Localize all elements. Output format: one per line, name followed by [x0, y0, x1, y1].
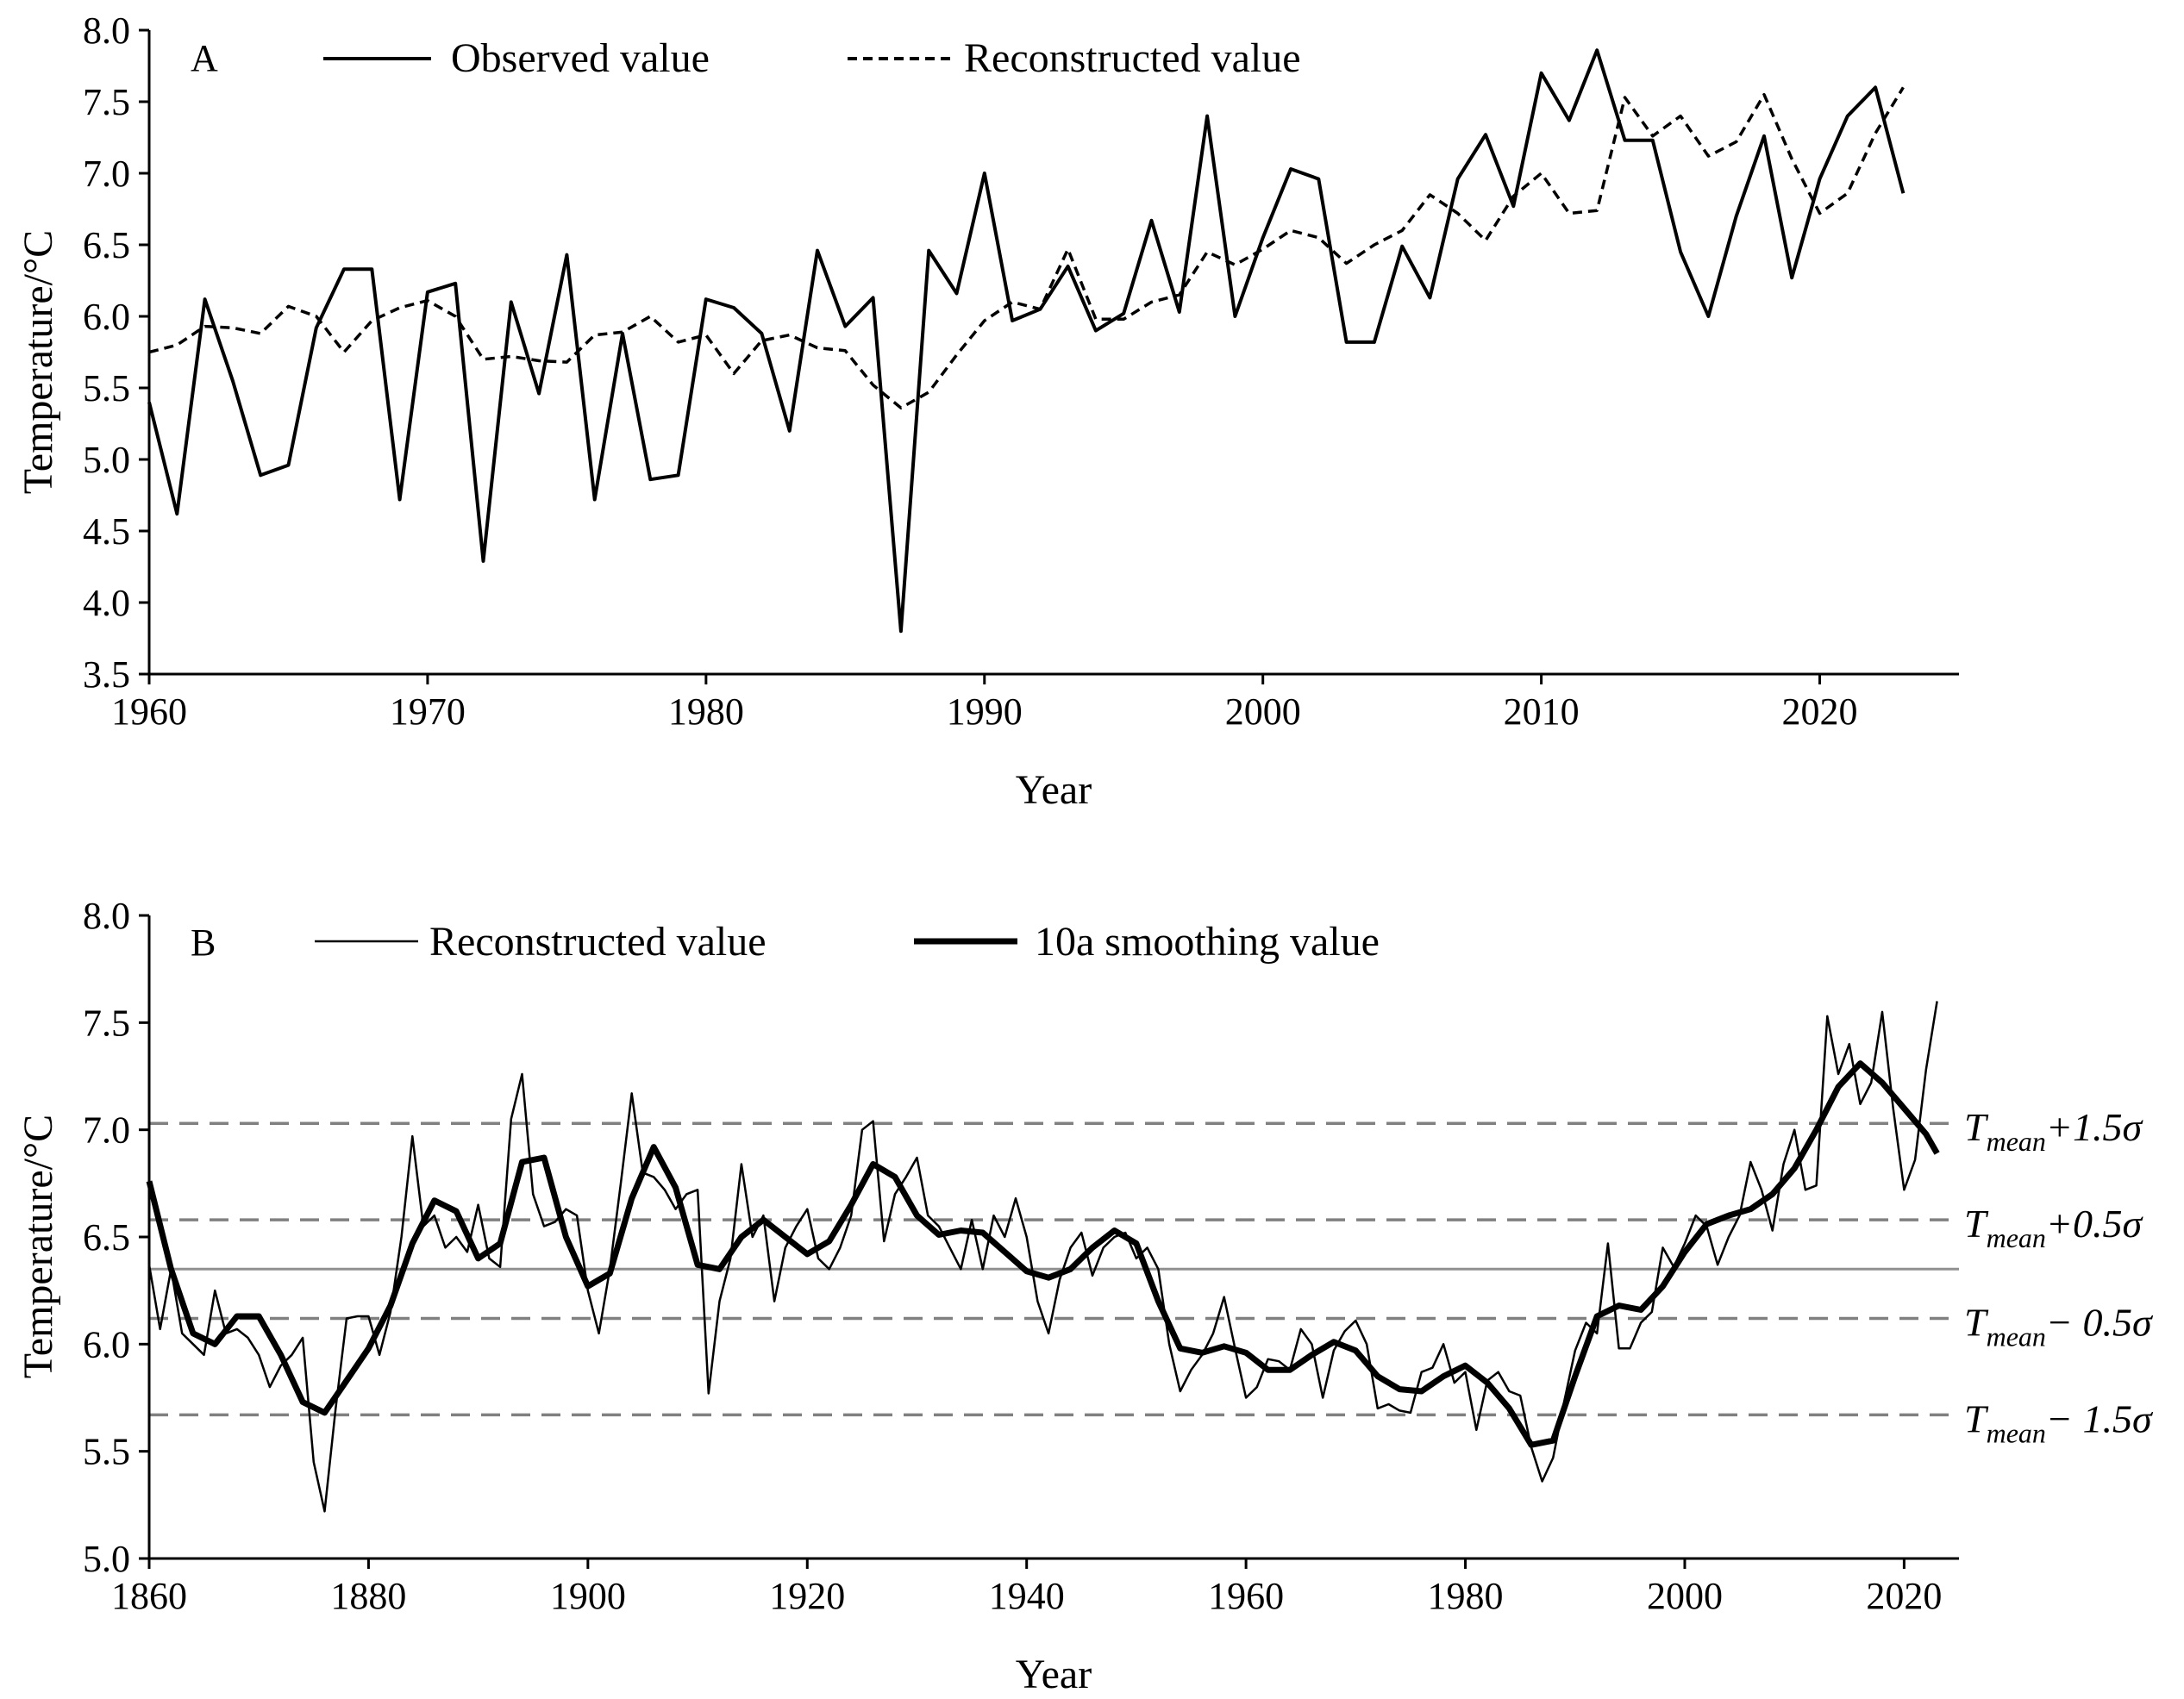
- panel-b-label: B: [191, 921, 216, 964]
- legend-smoothing-label: 10a smoothing value: [1035, 919, 1380, 965]
- panel-a-series: [147, 48, 1906, 634]
- y-tick-label: 4.5: [83, 510, 130, 553]
- reference-label-suffix: − 0.5σ: [2046, 1300, 2154, 1344]
- series-line-reconstructed-value: [147, 1001, 1938, 1513]
- reference-label-sub: mean: [1987, 1222, 2046, 1253]
- y-tick-label: 7.0: [83, 153, 130, 195]
- x-tick-label: 1980: [1428, 1575, 1504, 1617]
- reference-label-suffix: − 1.5σ: [2046, 1396, 2154, 1440]
- reference-label-sub: mean: [1987, 1321, 2046, 1352]
- reference-line-label: Tmean+0.5σ: [1964, 1202, 2143, 1253]
- panel-a: 3.5 4.0 4.5 5.0 5.5 6.0 6.5 7.0 7.5 8.0 1960 1970 19…: [16, 9, 1959, 813]
- legend-observed-label: Observed value: [451, 35, 710, 81]
- x-tick-label: 1880: [330, 1575, 406, 1617]
- y-tick-label: 6.0: [83, 296, 130, 338]
- panel-a-axes: [147, 30, 1959, 676]
- panel-a-y-axis-title: Temperature/°C: [16, 230, 61, 494]
- x-tick-label: 2000: [1225, 690, 1301, 733]
- reference-label-base: T: [1964, 1202, 1989, 1246]
- panel-a-ticks: 3.5 4.0 4.5 5.0 5.5 6.0 6.5 7.0 7.5 8.0 1960 1970 19…: [83, 9, 1858, 733]
- series-line-reconstructed-value: [148, 86, 1905, 409]
- x-tick-label: 1970: [390, 690, 466, 733]
- series-line-observed-value: [147, 48, 1906, 634]
- panel-b-reference-lines: [149, 1121, 1959, 1417]
- x-tick-label: 1990: [947, 690, 1023, 733]
- panel-a-x-axis-title: Year: [1016, 767, 1092, 813]
- x-tick-label: 1900: [550, 1575, 626, 1617]
- x-tick-label: 2010: [1504, 690, 1580, 733]
- legend-reconstructed-label: Reconstructed value: [964, 35, 1301, 81]
- y-tick-label: 7.0: [83, 1109, 130, 1152]
- panel-a-label: A: [191, 37, 218, 79]
- series-line-10a-smoothing-value: [146, 1060, 1940, 1448]
- panel-b-legend: Reconstructed value 10a smoothing value: [315, 919, 1380, 965]
- y-tick-label: 5.0: [83, 439, 130, 481]
- y-tick-label: 7.5: [83, 81, 130, 123]
- reference-line-label: Tmean+1.5σ: [1964, 1105, 2143, 1157]
- panel-b-y-axis-title: Temperature/°C: [16, 1115, 61, 1378]
- x-tick-label: 1940: [989, 1575, 1065, 1617]
- y-tick-label: 8.0: [83, 9, 130, 52]
- x-tick-label: 2020: [1866, 1575, 1942, 1617]
- x-tick-label: 1960: [111, 690, 187, 733]
- y-tick-label: 6.5: [83, 224, 130, 266]
- panel-b: 5.0 5.5 6.0 6.5 7.0 7.5 8.0 1860 1880 1900 1920 194…: [16, 895, 2154, 1697]
- x-tick-label: 1960: [1208, 1575, 1284, 1617]
- reference-label-base: T: [1964, 1300, 1989, 1344]
- reference-line-label: Tmean− 0.5σ: [1964, 1300, 2154, 1352]
- y-tick-label: 5.0: [83, 1538, 130, 1580]
- x-tick-label: 2000: [1647, 1575, 1723, 1617]
- x-tick-label: 2020: [1782, 690, 1858, 733]
- legend-reconstructed-thin-label: Reconstructed value: [429, 919, 767, 965]
- reference-label-base: T: [1964, 1396, 1989, 1440]
- y-tick-label: 6.0: [83, 1323, 130, 1365]
- panel-b-ticks: 5.0 5.5 6.0 6.5 7.0 7.5 8.0 1860 1880 1900 1920 194…: [83, 895, 1942, 1617]
- reference-label-sub: mean: [1987, 1126, 2046, 1157]
- y-tick-label: 7.5: [83, 1002, 130, 1044]
- reference-label-base: T: [1964, 1105, 1989, 1149]
- y-tick-label: 3.5: [83, 653, 130, 696]
- x-tick-label: 1980: [668, 690, 744, 733]
- reference-label-sub: mean: [1987, 1417, 2046, 1448]
- panel-b-x-axis-title: Year: [1016, 1652, 1092, 1697]
- reference-line-label: Tmean− 1.5σ: [1964, 1396, 2154, 1448]
- reference-label-suffix: +1.5σ: [2046, 1105, 2144, 1149]
- y-tick-label: 5.5: [83, 367, 130, 409]
- reference-label-suffix: +0.5σ: [2046, 1202, 2144, 1246]
- y-tick-label: 5.5: [83, 1431, 130, 1473]
- panel-b-series: [146, 1001, 1940, 1513]
- x-tick-label: 1920: [769, 1575, 845, 1617]
- y-tick-label: 8.0: [83, 895, 130, 937]
- x-tick-label: 1860: [111, 1575, 187, 1617]
- y-tick-label: 6.5: [83, 1216, 130, 1259]
- panel-a-legend: Observed value Reconstructed value: [323, 35, 1301, 81]
- y-tick-label: 4.0: [83, 582, 130, 624]
